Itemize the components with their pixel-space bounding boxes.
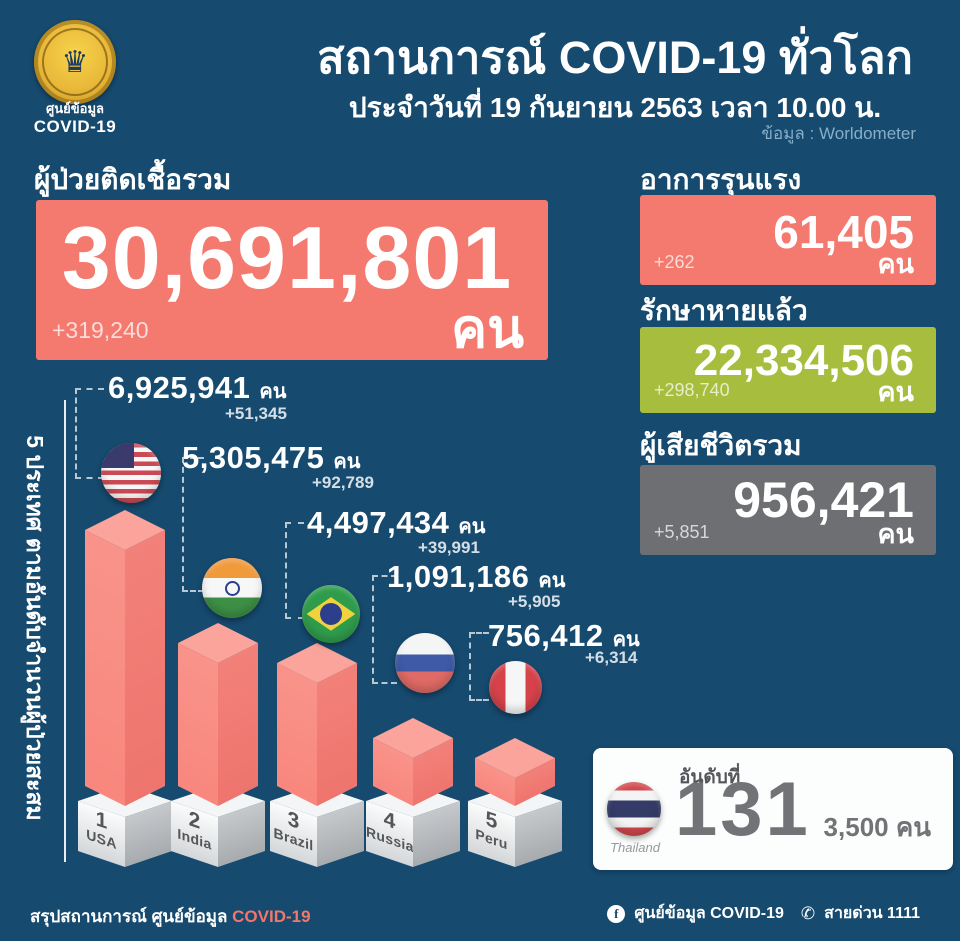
delta-label-india: +92,789 xyxy=(312,473,374,492)
severe-unit: คน xyxy=(877,249,914,279)
emblem-crest-icon: ♛ xyxy=(42,28,108,96)
footer-summary-prefix: สรุปสถานการณ์ ศูนย์ข้อมูล xyxy=(30,907,233,926)
delta-label-brazil: +39,991 xyxy=(418,538,480,557)
flag-usa-icon xyxy=(101,443,161,503)
recovered-box: 22,334,506 คน +298,740 xyxy=(640,327,936,413)
value-unit: คน xyxy=(259,381,287,403)
severe-label: อาการรุนแรง xyxy=(640,164,802,195)
flag-russia-icon xyxy=(395,633,455,693)
total-cases-label: ผู้ป่วยติดเชื้อรวม xyxy=(34,164,232,195)
value-number: 1,091,186 xyxy=(387,559,530,594)
value-unit: คน xyxy=(538,570,566,592)
total-cases-delta: +319,240 xyxy=(52,317,149,343)
recovered-label: รักษาหายแล้ว xyxy=(640,295,808,326)
flag-india-icon xyxy=(202,558,262,618)
value-number: 4,497,434 xyxy=(307,505,450,540)
value-label-brazil: 4,497,434 คน xyxy=(307,507,485,538)
recovered-delta: +298,740 xyxy=(654,380,730,400)
total-cases-box: 30,691,801 คน +319,240 xyxy=(36,200,548,360)
deaths-delta: +5,851 xyxy=(654,522,710,542)
phone-icon: ✆ xyxy=(800,903,816,923)
leader-line-brazil xyxy=(285,522,304,619)
hotline-label: สายด่วน 1111 xyxy=(824,905,920,922)
recovered-unit: คน xyxy=(877,377,914,407)
value-unit: คน xyxy=(612,629,640,651)
recovered-value: 22,334,506 xyxy=(693,336,914,385)
facebook-page-label: ศูนย์ข้อมูล COVID-19 xyxy=(634,905,784,922)
page-subtitle: ประจำวันที่ 19 กันยายน 2563 เวลา 10.00 น… xyxy=(348,92,882,123)
value-label-peru: 756,412 คน xyxy=(488,620,640,651)
flag-peru-icon xyxy=(489,661,542,714)
value-label-usa: 6,925,941 คน xyxy=(108,372,286,403)
data-source-note: ข้อมูล : Worldometer xyxy=(761,124,916,143)
value-label-russia: 1,091,186 คน xyxy=(387,561,565,592)
chart-axis-label: 5 ประเทศ ตามอันดับจำนวนผู้ป่วยสะสม xyxy=(22,435,48,821)
bar-side-face xyxy=(218,642,258,806)
india-chakra xyxy=(225,581,240,596)
page-title: สถานการณ์ COVID-19 ทั่วโลก xyxy=(317,32,913,83)
value-unit: คน xyxy=(333,451,361,473)
leader-line-india xyxy=(182,457,204,592)
logo-caption-line2: COVID-19 xyxy=(33,117,117,136)
delta-label-russia: +5,905 xyxy=(508,592,561,611)
bar-side-face xyxy=(317,662,357,806)
leader-line-peru xyxy=(469,632,489,701)
bar-front-face xyxy=(277,663,317,807)
severe-value: 61,405 xyxy=(773,206,914,258)
thailand-cases-value: 3,500 คน xyxy=(823,812,931,842)
total-cases-unit: คน xyxy=(450,299,524,359)
delta-label-usa: +51,345 xyxy=(225,404,287,423)
footer-contact-group: f ศูนย์ข้อมูล COVID-19 ✆ สายด่วน 1111 xyxy=(607,901,920,926)
severe-delta: +262 xyxy=(654,252,695,272)
leader-line-usa xyxy=(75,388,104,479)
bar-front-face xyxy=(85,530,125,807)
delta-label-peru: +6,314 xyxy=(585,648,638,667)
value-number: 6,925,941 xyxy=(108,370,251,405)
footer-summary-text: สรุปสถานการณ์ ศูนย์ข้อมูล COVID-19 xyxy=(30,903,311,930)
value-number: 756,412 xyxy=(488,618,604,653)
brazil-globe xyxy=(320,603,342,625)
thailand-rank-card: Thailand อันดับที่ 131 3,500 คน xyxy=(593,748,953,870)
thailand-flag-caption: Thailand xyxy=(610,840,660,855)
deaths-label: ผู้เสียชีวิตรวม xyxy=(640,430,802,461)
value-label-india: 5,305,475 คน xyxy=(182,442,360,473)
logo-caption-line1: ศูนย์ข้อมูล xyxy=(46,101,104,116)
total-cases-value: 30,691,801 xyxy=(61,208,513,307)
value-unit: คน xyxy=(458,516,486,538)
facebook-icon: f xyxy=(607,904,626,923)
bar-front-face xyxy=(178,643,218,807)
deaths-box: 956,421 คน +5,851 xyxy=(640,465,936,555)
severe-box: 61,405 คน +262 xyxy=(640,195,936,285)
flag-thailand-icon xyxy=(607,782,661,836)
bar-side-face xyxy=(125,529,165,806)
chart-axis-line xyxy=(64,400,66,862)
government-emblem-icon: ♛ xyxy=(34,20,116,104)
deaths-unit: คน xyxy=(877,519,914,549)
thailand-rank-label: อันดับที่ xyxy=(679,767,741,788)
thailand-rank-value: 131 xyxy=(675,767,811,852)
usa-canton xyxy=(101,443,134,469)
footer-summary-highlight: COVID-19 xyxy=(232,907,311,926)
value-number: 5,305,475 xyxy=(182,440,325,475)
leader-line-russia xyxy=(372,575,397,684)
deaths-value: 956,421 xyxy=(733,472,914,528)
flag-brazil-icon xyxy=(302,585,360,643)
